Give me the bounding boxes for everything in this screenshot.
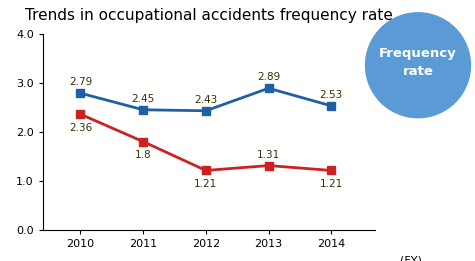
Circle shape [366, 13, 470, 118]
Text: Trends in occupational accidents frequency rate: Trends in occupational accidents frequen… [25, 8, 393, 23]
Text: Frequency
rate: Frequency rate [379, 48, 457, 79]
Text: 1.21: 1.21 [320, 179, 343, 189]
Text: 1.21: 1.21 [194, 179, 218, 189]
Text: 2.53: 2.53 [320, 90, 343, 100]
Text: 1.31: 1.31 [257, 150, 280, 160]
Text: 2.43: 2.43 [194, 95, 218, 105]
Text: 2.79: 2.79 [69, 77, 92, 87]
Text: (FY): (FY) [400, 255, 422, 261]
Text: 1.8: 1.8 [135, 150, 152, 161]
Text: 2.36: 2.36 [69, 123, 92, 133]
Text: 2.89: 2.89 [257, 72, 280, 82]
Text: 2.45: 2.45 [132, 94, 155, 104]
